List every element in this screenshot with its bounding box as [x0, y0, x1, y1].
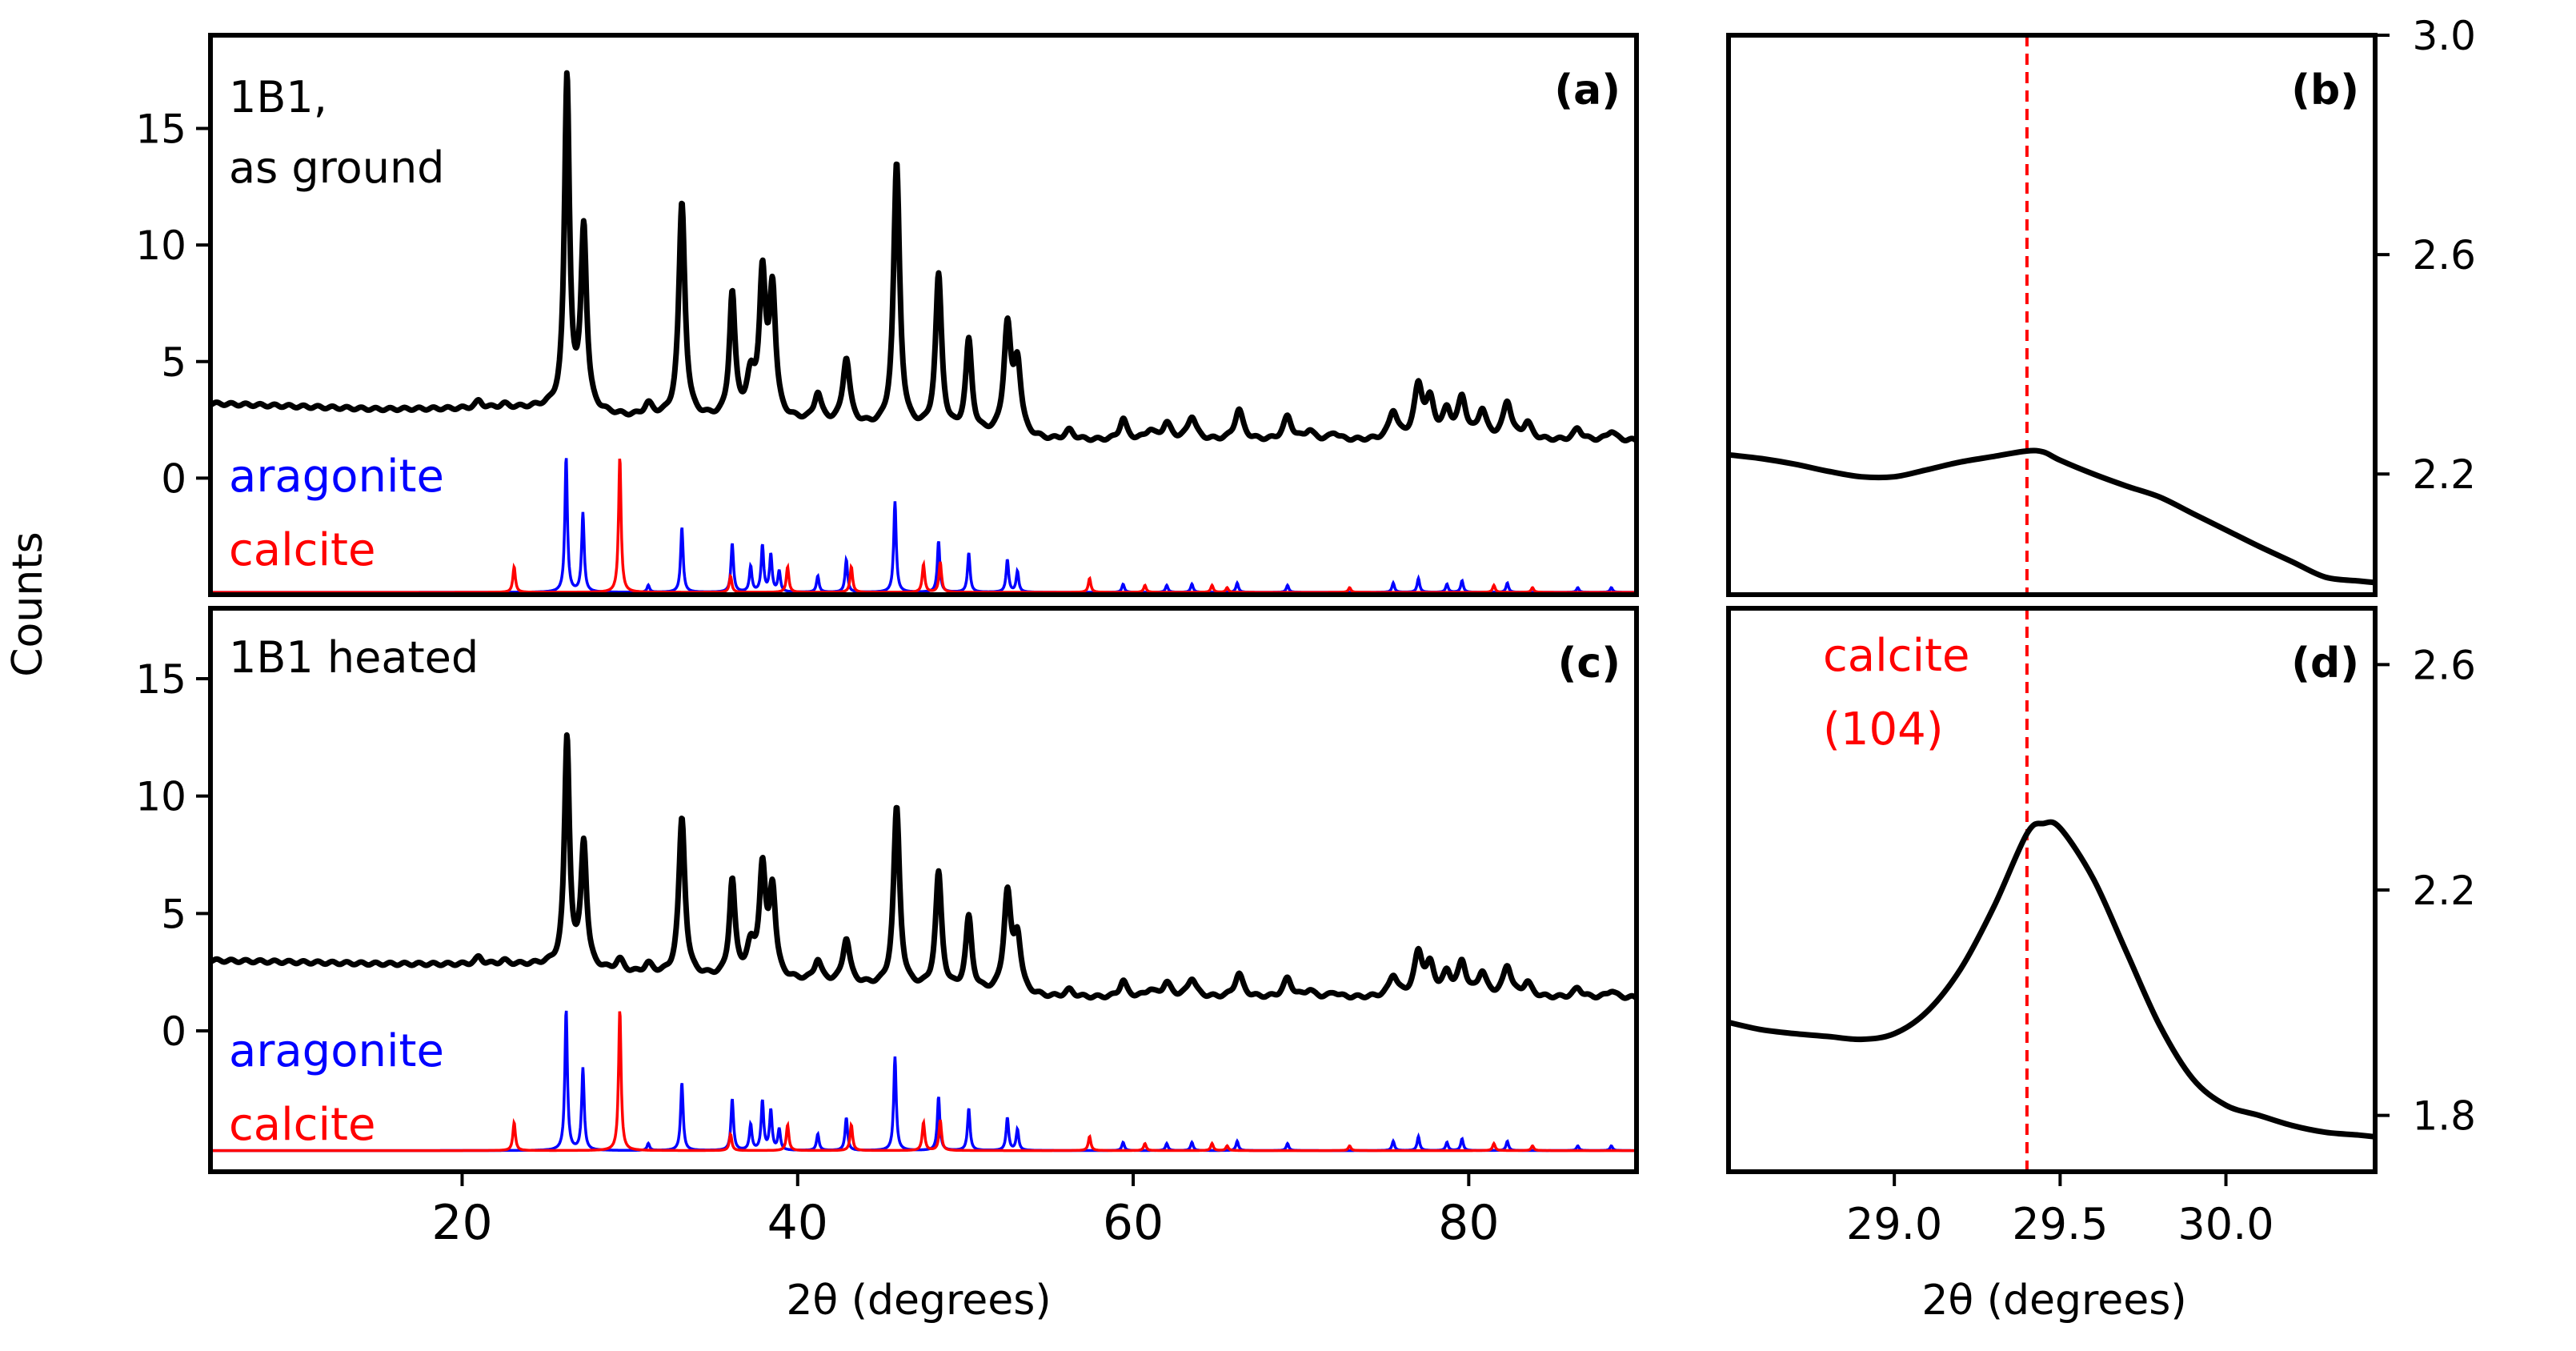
panel-d-xtick-label: 29.0 [1846, 1199, 1942, 1249]
panel-c-frame [208, 606, 1639, 1174]
panel-b-frame [1726, 33, 2378, 597]
panel-b-label: (b) [2291, 66, 2359, 114]
panel-d-frame [1726, 606, 2378, 1174]
panel-d-ytick-label: 2.2 [2412, 868, 2476, 914]
panel-a-ytick-label: 15 [135, 106, 186, 153]
panel-d-axes: 1.8 2.2 2.6 29.0 29.5 30.0 [1846, 642, 2476, 1249]
panel-c-calcite-label: calcite [229, 1099, 375, 1151]
panel-c-ytick-label: 10 [135, 774, 186, 820]
panel-c-ytick-label: 5 [161, 891, 186, 937]
panel-b-ytick-label: 2.6 [2412, 232, 2476, 279]
panel-a-ytick-label: 0 [161, 455, 186, 502]
left-x-axis-title: 2θ (degrees) [786, 1277, 1051, 1325]
panel-a-sample-label-line2: as ground [229, 142, 444, 193]
panel-d-annotation-line2: (104) [1823, 704, 1944, 756]
panel-c-measured-pattern-line [210, 732, 1637, 1001]
panel-a-axes: 0 5 10 15 [135, 106, 210, 502]
panel-c-sample-label: 1B1 heated [229, 632, 479, 683]
panel-c-ytick-label: 15 [135, 656, 186, 703]
panel-d-ytick-label: 2.6 [2412, 642, 2476, 688]
panel-a-measured-pattern-line [210, 70, 1637, 443]
panel-c-xtick-label: 80 [1438, 1195, 1499, 1251]
panel-d-xtick-label: 30.0 [2177, 1199, 2274, 1249]
panel-a-label: (a) [1554, 66, 1621, 114]
panel-d-ytick-label: 1.8 [2412, 1093, 2476, 1140]
panel-c-xtick-label: 20 [431, 1195, 492, 1251]
panel-c-xtick-label: 60 [1103, 1195, 1164, 1251]
panel-c-calcite-reference-line [210, 1011, 1637, 1153]
panel-c-ytick-label: 0 [161, 1008, 186, 1055]
panel-d-label: (d) [2291, 639, 2359, 688]
right-x-axis-title: 2θ (degrees) [1921, 1277, 2186, 1325]
panel-c-axes: 0 5 10 15 20 40 60 80 [135, 656, 1499, 1251]
panel-d-annotation-line1: calcite [1823, 630, 1969, 682]
panel-c-label: (c) [1558, 639, 1621, 688]
panel-c-xtick-label: 40 [767, 1195, 828, 1251]
panel-b-axes: 2.2 2.6 3.0 [2375, 13, 2476, 498]
panel-d-zoom-pattern-line [1728, 819, 2376, 1140]
panel-a-sample-label-line1: 1B1, [229, 72, 327, 122]
panel-b-zoom-pattern-line [1728, 447, 2376, 586]
panel-c-aragonite-label: aragonite [229, 1025, 444, 1077]
panel-b-ytick-label: 2.2 [2412, 451, 2476, 498]
panel-d-xtick-label: 29.5 [2012, 1199, 2108, 1249]
panel-a-ytick-label: 10 [135, 222, 186, 269]
panel-a-calcite-label: calcite [229, 524, 375, 576]
panel-b-ytick-label: 3.0 [2412, 13, 2476, 59]
panel-a-aragonite-label: aragonite [229, 451, 444, 503]
panel-a-ytick-label: 5 [161, 339, 186, 386]
panel-a-frame [208, 33, 1639, 597]
left-y-axis-title: Counts [4, 531, 52, 677]
